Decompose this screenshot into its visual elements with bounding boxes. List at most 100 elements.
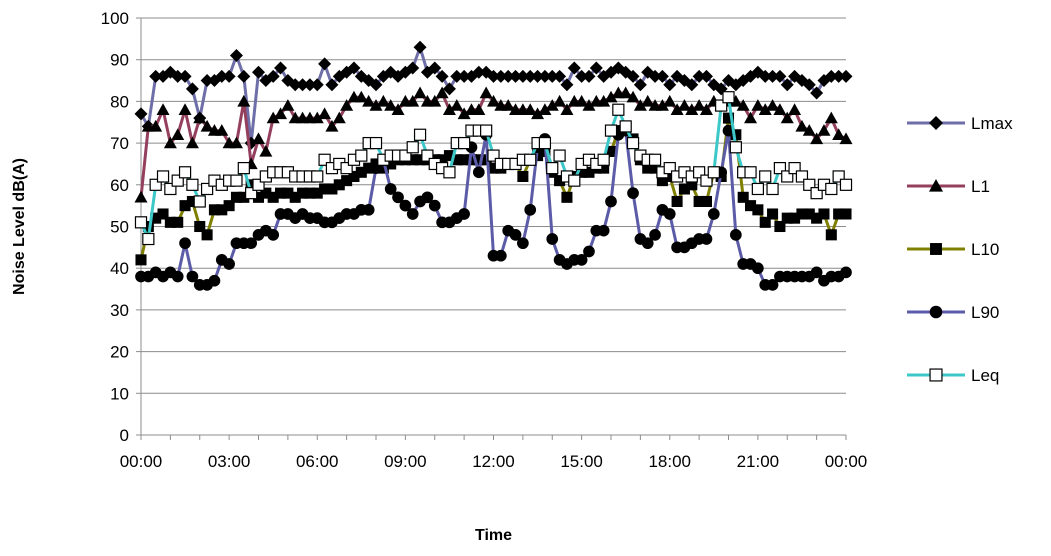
data-point-l1 [758,103,772,115]
data-point-leq [810,187,823,200]
data-point-lmax [296,78,310,92]
data-point-l90 [840,266,852,279]
data-point-l10 [377,162,389,174]
data-point-l90 [179,237,191,250]
data-point-l1 [384,99,398,111]
data-point-l1 [692,99,706,111]
data-point-lmax [347,61,361,75]
data-point-l10 [678,183,690,195]
data-point-leq [722,91,735,104]
data-point-lmax [171,69,185,83]
data-point-l1 [685,103,699,115]
data-point-l1 [582,99,596,111]
x-tick-label: 15:00 [560,452,603,471]
legend-label: L10 [971,240,999,259]
y-tick-label: 30 [110,301,129,320]
data-point-l1 [310,111,324,124]
data-point-l1 [766,99,780,111]
y-tick-label: 50 [110,218,129,237]
data-point-lmax [633,78,647,92]
data-point-l10 [561,191,573,203]
data-point-l10 [164,216,176,228]
data-point-leq [399,149,412,162]
data-point-l90 [597,224,610,237]
data-point-l1 [626,90,640,103]
data-point-lmax [780,78,794,92]
data-point-l1 [729,94,743,107]
data-point-leq [171,174,184,187]
axes: 0 10 20 30 40 50 60 70 80 90 100 00:00 03:00 06:00 09:… [101,9,868,471]
data-point-l1 [810,132,824,145]
data-point-lmax [428,61,442,75]
data-point-l90 [384,183,397,195]
data-point-l1 [163,136,177,149]
data-point-lmax [274,61,288,75]
data-point-l10 [223,200,235,212]
data-point-l1 [450,99,464,111]
data-point-l1 [340,99,354,111]
data-point-l1 [274,107,288,120]
data-point-l1 [215,124,229,136]
legend-entry-l10: L10 [907,240,999,259]
data-point-lmax [810,86,824,100]
data-point-l10 [605,145,617,157]
data-point-leq [715,99,728,112]
data-point-leq [788,161,801,175]
data-point-leq [142,232,155,246]
data-point-lmax [509,69,523,83]
x-tick-label: 06:00 [296,452,339,471]
data-point-l90 [546,233,559,245]
x-tick-label: 00:00 [120,452,163,471]
data-point-l1 [252,132,265,145]
data-point-l1 [369,99,383,111]
data-point-leq [311,170,324,183]
data-point-l90 [186,270,199,283]
data-point-l1 [575,94,589,107]
data-point-lmax [237,69,251,83]
data-point-l1 [185,136,199,149]
data-point-lmax [663,78,677,92]
data-point-l1 [795,119,809,132]
data-point-leq [524,153,537,166]
data-point-l1 [604,90,618,103]
data-point-l10 [245,179,257,191]
data-point-l1 [501,99,515,111]
data-point-lmax [450,69,464,83]
data-point-lmax [149,69,163,83]
data-point-leq [597,153,610,166]
data-point-lmax [545,69,559,83]
data-point-lmax [538,69,552,83]
data-point-l1 [149,119,163,132]
x-tick-label: 03:00 [208,452,251,471]
data-point-l10 [363,162,375,174]
data-point-l90 [605,195,617,208]
data-point-lmax [413,40,427,54]
data-point-l10 [172,216,184,228]
data-point-l10 [686,179,698,191]
data-point-l10 [451,154,463,166]
data-point-lmax [699,69,713,83]
data-point-lmax [626,69,640,83]
data-point-lmax [442,82,456,96]
y-axis-title: Noise Level dB(A) [11,158,28,295]
data-point-l1 [354,90,368,103]
data-point-l1 [376,94,390,107]
data-point-leq [773,161,787,175]
data-point-lmax [575,69,589,83]
data-point-l90 [722,124,735,137]
data-point-l90 [494,249,507,262]
data-point-leq [193,195,206,208]
data-point-l1 [457,107,471,120]
data-point-l10 [693,195,705,208]
data-point-l90 [641,237,654,250]
data-point-l1 [597,94,611,107]
x-tick-label: 09:00 [384,452,427,471]
data-point-l10 [201,229,213,241]
data-point-l10 [208,204,220,216]
data-point-lmax [178,69,192,83]
data-point-l10 [722,112,735,124]
series-l1 [134,86,853,203]
data-point-leq [149,178,162,191]
legend-entry-l90: L90 [907,303,999,322]
